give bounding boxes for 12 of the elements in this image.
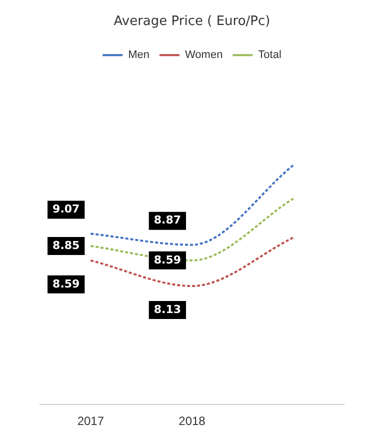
data-label: 8.59 <box>154 253 181 266</box>
legend-label: Women <box>184 49 223 62</box>
data-label: 8.59 <box>52 277 80 290</box>
data-label: 8.13 <box>154 302 181 316</box>
data-label: 8.87 <box>154 214 181 227</box>
x-tick-label: 2017 <box>77 414 104 428</box>
legend-label: Total <box>258 49 282 62</box>
legend-label: Men <box>128 49 150 62</box>
x-tick-label: 2018 <box>178 414 206 428</box>
chart-title: Average Price ( Euro/Pc) <box>114 14 270 30</box>
data-label: 8.85 <box>52 238 80 252</box>
data-label: 9.07 <box>52 202 80 216</box>
